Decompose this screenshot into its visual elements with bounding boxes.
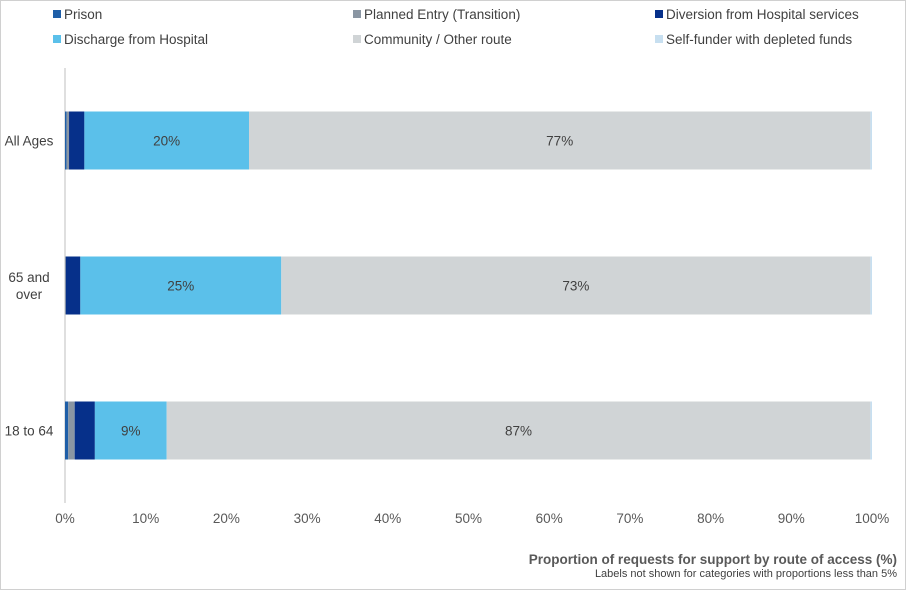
bar-segment-community-other-route [248,111,871,170]
x-tick-label: 30% [294,511,321,526]
bar-segment-planned-entry-transition [66,111,70,170]
legend-swatch [353,35,361,43]
x-tick-label: 50% [455,511,482,526]
bar-segment-community-other-route [166,401,871,460]
data-label: 20% [153,134,180,149]
bar-segment-self-funder-with-depleted-funds [870,111,872,170]
bar-segment-diversion-from-hospital-services [69,111,85,170]
bar-segment-self-funder-with-depleted-funds [870,401,872,460]
category-label-line: 18 to 64 [5,424,54,439]
x-tick-label: 10% [132,511,159,526]
legend-item-self-funder-with-depleted-funds: Self-funder with depleted funds [655,32,852,47]
x-tick-label: 0% [55,511,75,526]
x-tick-label: 40% [374,511,401,526]
legend-item-prison: Prison [53,7,102,22]
category-label: 18 to 64 [5,424,54,439]
legend-swatch [655,10,663,18]
category-label: All Ages [5,134,54,149]
legend-swatch [353,10,361,18]
chart-note: Labels not shown for categories with pro… [594,568,897,580]
bar-segment-planned-entry-transition [65,256,66,315]
x-tick-label: 80% [697,511,724,526]
legend-label: Self-funder with depleted funds [666,32,853,47]
bar-segment-discharge-from-hospital [94,401,167,460]
x-tick-label: 100% [855,511,890,526]
category-label-line: over [16,287,43,302]
bar-segment-self-funder-with-depleted-funds [870,256,872,315]
legend-item-community-other-route: Community / Other route [353,32,512,47]
data-label: 25% [167,279,194,294]
bar-segment-prison [65,401,69,460]
x-axis-title: Proportion of requests for support by ro… [528,552,897,567]
legend-swatch [53,35,61,43]
category-label-line: 65 and [8,270,49,285]
legend-swatch [655,35,663,43]
legend-label: Discharge from Hospital [64,32,209,47]
legend-swatch [53,10,61,18]
x-tick-label: 70% [616,511,643,526]
bar-segment-discharge-from-hospital [84,111,249,170]
legend-label: Diversion from Hospital services [666,7,859,22]
x-tick-label: 20% [213,511,240,526]
bar-segment-community-other-route [281,256,871,315]
legend-label: Planned Entry (Transition) [364,7,521,22]
bar-segment-planned-entry-transition [68,401,75,460]
data-label: 77% [546,134,573,149]
legend-label: Community / Other route [364,32,512,47]
data-label: 73% [562,279,589,294]
data-label: 87% [505,424,532,439]
bar-segment-discharge-from-hospital [80,256,282,315]
bar-segment-prison [65,111,67,170]
x-tick-label: 90% [778,511,805,526]
category-label-line: All Ages [5,134,54,149]
legend-label: Prison [64,7,103,22]
category-label: 65 and over [8,270,49,302]
x-tick-label: 60% [536,511,563,526]
x-axis-title-block: Proportion of requests for support by ro… [529,552,897,580]
legend-item-planned-entry-transition: Planned Entry (Transition) [353,7,520,22]
legend-item-diversion-from-hospital-services: Diversion from Hospital services [655,7,859,22]
bar-segment-diversion-from-hospital-services [65,256,81,315]
data-label: 9% [121,424,141,439]
legend-item-discharge-from-hospital: Discharge from Hospital [53,32,208,47]
bar-segment-diversion-from-hospital-services [74,401,95,460]
